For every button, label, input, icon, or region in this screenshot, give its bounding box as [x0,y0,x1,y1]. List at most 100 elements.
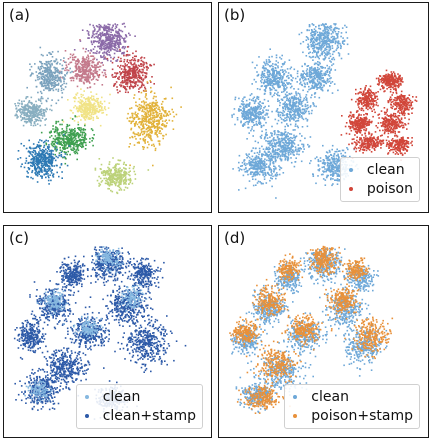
scatter-point [90,59,92,62]
scatter-point [322,29,325,32]
scatter-point [132,112,134,115]
scatter-point [93,111,96,114]
scatter-point [320,86,322,89]
scatter-point [266,112,269,115]
scatter-point [262,109,264,111]
scatter-point [102,64,104,66]
scatter-point [319,65,322,68]
scatter-point [71,134,74,136]
scatter-point [31,106,33,109]
scatter-point [267,83,269,85]
scatter-point [136,123,139,126]
scatter-point [82,70,85,73]
scatter-point [43,173,45,176]
scatter-point [39,82,42,85]
scatter-point [113,37,116,39]
scatter-point [264,105,266,108]
scatter-point [32,113,35,116]
scatter-point [24,106,27,108]
scatter-point [149,122,151,124]
scatter-point [282,90,285,93]
scatter-point [35,71,38,73]
scatter-point [28,139,30,142]
scatter-point [107,172,110,175]
scatter-point [302,76,304,79]
scatter-point [145,72,147,75]
scatter-point [51,79,54,82]
scatter-point [109,176,111,178]
scatter-point [76,158,78,161]
scatter-point [320,38,323,40]
scatter-point [46,165,49,167]
scatter-point [330,61,332,63]
scatter-point [24,104,26,106]
scatter-point [57,77,60,80]
scatter-point [76,142,78,144]
scatter-point [85,138,88,140]
scatter-point [108,168,110,171]
scatter-point [277,65,279,67]
scatter-point [264,90,267,92]
scatter-point [329,55,332,58]
scatter-point [67,63,70,66]
scatter-point [25,96,28,98]
scatter-point [51,62,53,65]
scatter-point [115,167,117,170]
scatter-point [134,84,136,87]
scatter-point [315,26,317,28]
scatter-point [72,149,74,151]
scatter-point [141,120,144,123]
scatter-point [284,93,287,96]
scatter-point [72,97,75,99]
scatter-point [68,124,71,127]
scatter-point [346,37,349,39]
scatter-point [112,29,114,32]
scatter-point [36,163,38,166]
scatter-point [137,76,140,79]
scatter-point [29,121,32,124]
scatter-point [144,108,147,110]
scatter-point [290,79,293,81]
scatter-point [47,173,49,175]
scatter-point [59,146,61,149]
scatter-point [48,154,51,156]
scatter-point [330,39,332,42]
scatter-point [85,48,87,50]
scatter-point [47,147,49,149]
scatter-point [320,45,323,48]
scatter-point [123,51,125,54]
scatter-point [18,99,21,102]
scatter-point [84,69,87,71]
scatter-point [122,52,125,55]
scatter-point [295,91,297,93]
scatter-point [325,41,328,44]
scatter-point [321,32,323,35]
scatter-point [112,35,115,37]
scatter-point [54,79,57,82]
scatter-point [164,120,166,123]
scatter-point [103,47,105,50]
scatter-point [105,171,107,174]
scatter-point [141,56,143,59]
scatter-point [21,108,23,111]
scatter-point [146,81,149,83]
scatter-point [252,100,255,102]
scatter-point [69,71,72,74]
scatter-point [314,43,317,46]
scatter-point [111,73,114,76]
scatter-point [52,176,55,178]
scatter-point [31,119,33,122]
cluster-clean [267,85,317,129]
scatter-point [40,149,42,152]
scatter-point [336,34,339,36]
scatter-point [81,68,83,71]
scatter-point [150,126,152,128]
scatter-point [63,146,66,148]
scatter-point [33,105,36,107]
scatter-point [265,76,267,79]
scatter-point [98,182,100,185]
scatter-point [103,24,106,27]
scatter-point [321,67,323,69]
scatter-point [92,137,95,140]
scatter-point [32,155,34,158]
